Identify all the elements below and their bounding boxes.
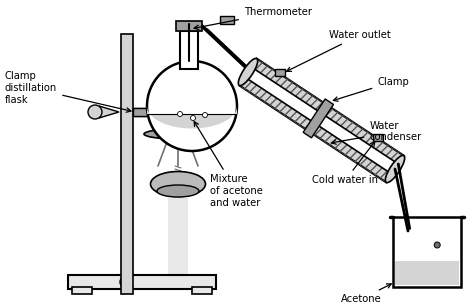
Bar [180,31,198,69]
Ellipse shape [385,155,405,183]
Text: Acetone: Acetone [341,284,391,304]
Bar [168,189,188,289]
Bar [192,287,212,294]
Text: Cold water in: Cold water in [312,141,378,185]
Text: Water outlet: Water outlet [287,30,391,71]
Circle shape [120,276,132,288]
Ellipse shape [238,58,258,86]
Polygon shape [133,108,188,116]
Circle shape [177,112,182,116]
Bar [176,21,202,31]
Circle shape [147,61,237,151]
Bar [220,16,234,24]
Polygon shape [147,106,237,129]
Ellipse shape [157,185,199,197]
Bar [395,261,459,285]
Circle shape [88,105,102,119]
Bar [133,108,188,116]
Polygon shape [303,99,334,138]
Polygon shape [239,59,404,182]
Bar [393,217,461,287]
Text: Clamp
distillation
flask: Clamp distillation flask [5,71,131,112]
Bar [374,134,383,141]
Text: Mixture
of acetone
and water: Mixture of acetone and water [194,122,263,208]
Circle shape [202,112,208,118]
Ellipse shape [144,129,212,139]
Bar [121,34,133,294]
Polygon shape [99,106,119,118]
Text: Thermometer: Thermometer [194,7,312,29]
Polygon shape [245,67,398,174]
Bar [68,275,216,289]
Text: Clamp: Clamp [333,77,409,101]
Bar [275,69,285,76]
Ellipse shape [151,171,206,196]
Circle shape [434,242,440,248]
Text: Water
condenser: Water condenser [331,121,422,144]
Circle shape [191,116,195,120]
Bar [72,287,92,294]
